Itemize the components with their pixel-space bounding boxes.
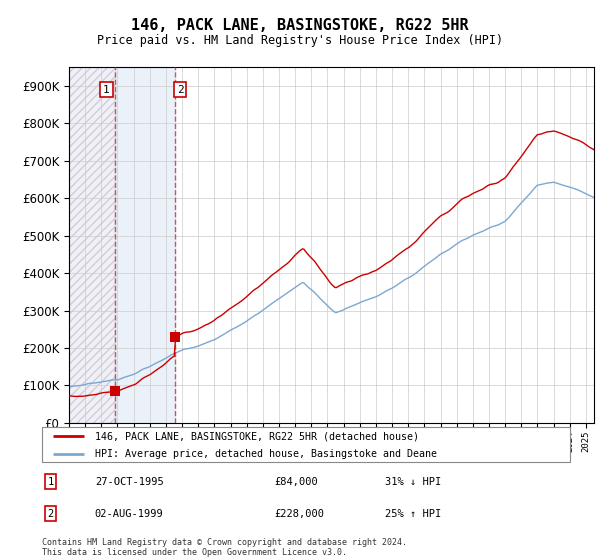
- Bar: [69, 67, 115, 423]
- Text: Contains HM Land Registry data © Crown copyright and database right 2024.
This d: Contains HM Land Registry data © Crown c…: [42, 538, 407, 557]
- Text: 25% ↑ HPI: 25% ↑ HPI: [385, 509, 442, 519]
- Text: 2: 2: [47, 509, 53, 519]
- Text: Price paid vs. HM Land Registry's House Price Index (HPI): Price paid vs. HM Land Registry's House …: [97, 34, 503, 48]
- Bar: [69, 67, 115, 423]
- Text: 1: 1: [47, 477, 53, 487]
- Text: 1: 1: [103, 85, 110, 95]
- Text: 31% ↓ HPI: 31% ↓ HPI: [385, 477, 442, 487]
- Text: 2: 2: [177, 85, 184, 95]
- Bar: [115, 67, 175, 423]
- FancyBboxPatch shape: [42, 427, 570, 462]
- Text: 02-AUG-1999: 02-AUG-1999: [95, 509, 164, 519]
- Text: 146, PACK LANE, BASINGSTOKE, RG22 5HR (detached house): 146, PACK LANE, BASINGSTOKE, RG22 5HR (d…: [95, 431, 419, 441]
- Text: HPI: Average price, detached house, Basingstoke and Deane: HPI: Average price, detached house, Basi…: [95, 449, 437, 459]
- Text: £84,000: £84,000: [274, 477, 318, 487]
- Text: £228,000: £228,000: [274, 509, 325, 519]
- Text: 146, PACK LANE, BASINGSTOKE, RG22 5HR: 146, PACK LANE, BASINGSTOKE, RG22 5HR: [131, 18, 469, 32]
- Text: 27-OCT-1995: 27-OCT-1995: [95, 477, 164, 487]
